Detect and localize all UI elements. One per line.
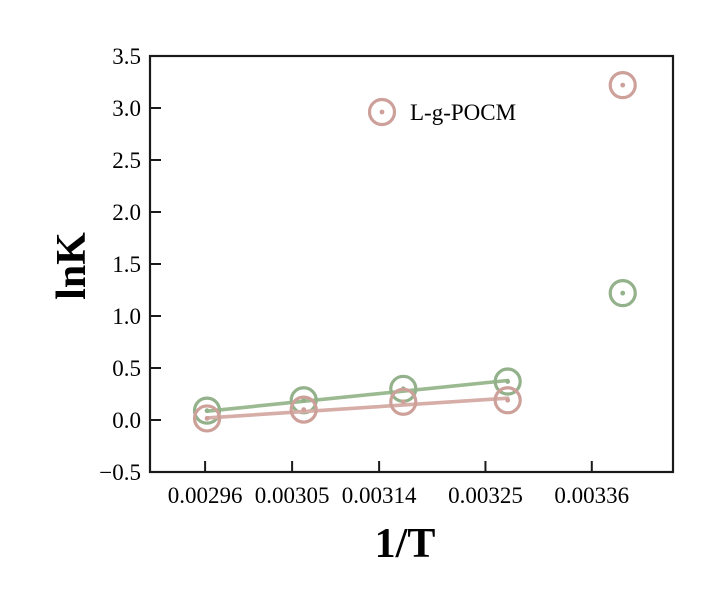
series-L-g-POCM <box>192 71 637 433</box>
series-layer <box>192 71 637 433</box>
legend-marker-icon <box>367 97 397 127</box>
legend-label: L-g-POCM <box>410 100 516 125</box>
x-axis: 0.00296 0.00305 0.00314 0.00325 0.00336 <box>168 461 629 508</box>
data-point-marker <box>493 386 522 415</box>
data-point-center-dot <box>204 408 210 414</box>
y-tick-label: 0.0 <box>112 408 141 433</box>
y-tick-label: −0.5 <box>99 460 141 485</box>
data-point-marker <box>493 367 522 396</box>
series-green-series-unlabeled <box>192 279 637 425</box>
x-tick-label: 0.00314 <box>342 483 417 508</box>
data-point-marker <box>192 396 222 425</box>
data-point-center-dot <box>620 82 626 88</box>
y-tick-label: 2.5 <box>112 148 141 173</box>
data-point-center-dot <box>505 379 511 384</box>
data-point-marker <box>192 404 222 433</box>
x-tick-label: 0.00296 <box>168 483 243 508</box>
data-point-center-dot <box>204 416 210 421</box>
data-point-center-dot <box>505 397 511 403</box>
legend-marker-center-dot <box>379 109 385 115</box>
x-tick-label: 0.00305 <box>255 483 330 508</box>
y-axis-title: lnK <box>49 232 95 300</box>
x-tick-label: 0.00325 <box>448 483 523 508</box>
y-tick-label: 1.5 <box>112 252 141 277</box>
y-axis: −0.5 0.0 0.5 1.0 1.5 2.0 2.5 3.0 3.5 <box>99 44 161 485</box>
data-point-marker <box>608 71 637 100</box>
fit-line <box>205 378 510 413</box>
y-tick-label: 3.5 <box>112 44 141 69</box>
data-point-center-dot <box>301 407 307 412</box>
data-point-center-dot <box>301 397 307 403</box>
legend: L-g-POCM <box>367 97 516 127</box>
fit-line <box>205 396 510 420</box>
data-point-marker <box>289 395 318 424</box>
y-tick-label: 2.0 <box>112 200 141 225</box>
data-point-marker <box>608 279 637 308</box>
data-point-marker <box>389 387 418 416</box>
x-tick-label: 0.00336 <box>554 483 629 508</box>
y-tick-label: 0.5 <box>112 356 141 381</box>
x-axis-title: 1/T <box>375 521 436 567</box>
data-point-center-dot <box>620 290 626 296</box>
data-point-center-dot <box>400 399 406 405</box>
y-tick-label: 1.0 <box>112 304 141 329</box>
y-tick-label: 3.0 <box>112 96 141 121</box>
